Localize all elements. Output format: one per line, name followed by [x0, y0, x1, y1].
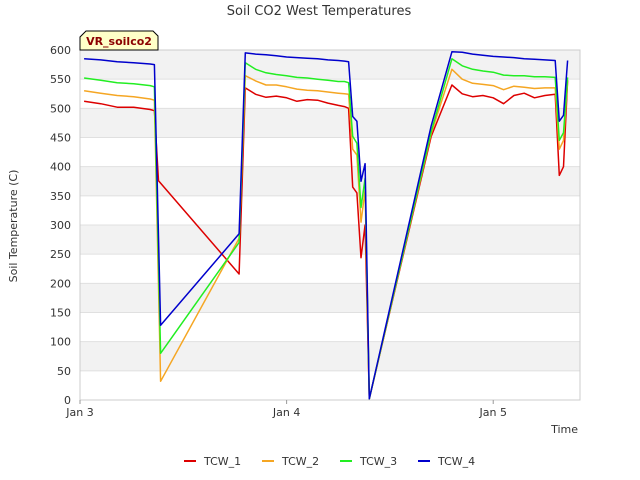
grid-band [80, 225, 580, 255]
y-tick-label: 600 [50, 44, 71, 57]
grid-band [80, 108, 580, 138]
site-badge-label: VR_soilco2 [86, 35, 152, 48]
legend-label: TCW_2 [281, 455, 319, 468]
y-tick-label: 50 [57, 365, 71, 378]
y-tick-label: 550 [50, 73, 71, 86]
x-tick-label: Jan 5 [478, 406, 506, 419]
series-line-tcw-2 [83, 68, 569, 400]
y-tick-label: 350 [50, 190, 71, 203]
series-line-tcw-3 [83, 58, 569, 400]
grid-band [80, 341, 580, 371]
grid-band [80, 283, 580, 313]
y-tick-label: 0 [64, 394, 71, 407]
x-axis-label: Time [550, 423, 578, 436]
x-tick-labels: Jan 3 Jan 4 Jan 5 [65, 400, 507, 419]
y-tick-label: 400 [50, 161, 71, 174]
grid-band [80, 166, 580, 196]
site-badge: VR_soilco2 [79, 30, 159, 51]
y-axis-label: Soil Temperature (C) [7, 170, 20, 283]
y-tick-label: 200 [50, 277, 71, 290]
chart-title: Soil CO2 West Temperatures [227, 4, 412, 19]
y-tick-label: 300 [50, 219, 71, 232]
legend-label: TCW_4 [437, 455, 475, 468]
legend: TCW_1 TCW_2 TCW_3 TCW_4 [184, 455, 475, 468]
legend-label: TCW_3 [359, 455, 397, 468]
y-tick-label: 100 [50, 336, 71, 349]
y-tick-label: 150 [50, 307, 71, 320]
series-layer [83, 51, 569, 400]
y-tick-label: 250 [50, 248, 71, 261]
legend-label: TCW_1 [203, 455, 241, 468]
x-tick-label: Jan 3 [65, 406, 93, 419]
grid-bands [80, 50, 580, 371]
series-line-tcw-4 [84, 51, 569, 400]
series-line-tcw-1 [83, 80, 569, 400]
grid-band [80, 50, 580, 80]
y-tick-label: 450 [50, 132, 71, 145]
plot-frame [79, 49, 581, 401]
x-tick-label: Jan 4 [272, 406, 300, 419]
y-tick-labels: 0 50 100 150 200 250 300 350 400 450 500 550 600 [50, 44, 71, 407]
y-tick-label: 500 [50, 102, 71, 115]
